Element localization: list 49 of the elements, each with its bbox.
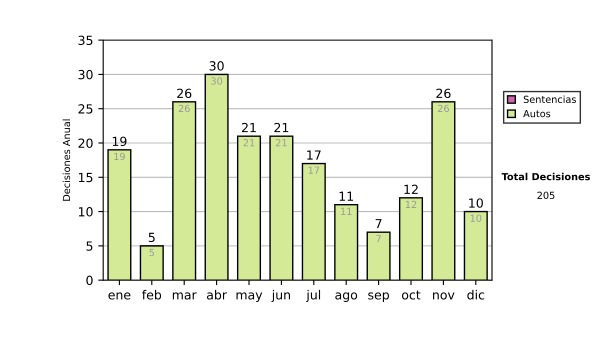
data-label: 11 [341,208,352,215]
y-tick-label: 35 [78,36,92,46]
y-tick-label: 20 [78,138,93,148]
total-label: 10 [469,198,483,208]
data-label: 19 [114,152,125,160]
y-tick-label: 15 [78,172,92,182]
x-tick-label: dic [467,290,484,300]
x-tick-label: abr [206,290,227,300]
x-tick-label: sep [368,292,389,302]
x-tick-label: oct [402,290,420,300]
total-label: 5 [148,232,155,242]
total-label: 12 [404,184,418,194]
x-tick-label: jul [306,290,320,302]
data-label: 26 [438,104,449,112]
data-label: 26 [178,104,190,112]
y-tick-label: 0 [86,276,93,286]
text: 205 [537,192,554,199]
text: Total Decisiones [502,172,590,180]
x-tick-label: jun [272,290,290,302]
x-tick-label: feb [142,290,162,300]
data-label: 21 [276,139,287,146]
total-label: 30 [210,61,224,71]
y-tick-label: 5 [86,242,92,251]
legend-label: Autos [523,110,550,118]
x-tick-label: ago [335,292,358,302]
data-label: 21 [244,139,254,146]
x-tick-label: ene [108,292,130,300]
y-tick-label: 30 [78,70,93,80]
total-label: 21 [274,122,288,132]
data-label: 10 [470,214,482,222]
total-label: 21 [242,122,256,132]
legend-label: Sentencias [524,95,576,104]
total-label: 26 [177,88,192,98]
x-tick-label: may [236,292,262,302]
y-axis-title: Decisiones Anual [62,119,70,201]
data-label: 30 [211,77,222,85]
y-tick-label: 25 [78,104,92,114]
data-label: 7 [376,235,381,242]
total-label: 17 [307,150,321,160]
total-label: 19 [112,136,126,146]
x-tick-label: mar [172,292,197,300]
total-label: 11 [340,192,353,201]
data-label: 5 [149,248,154,256]
data-label: 17 [308,166,320,174]
total-label: 7 [376,219,382,228]
x-tick-label: nov [433,292,455,300]
data-label: 12 [406,200,416,208]
y-tick-label: 10 [78,207,93,217]
total-label: 26 [436,88,451,98]
